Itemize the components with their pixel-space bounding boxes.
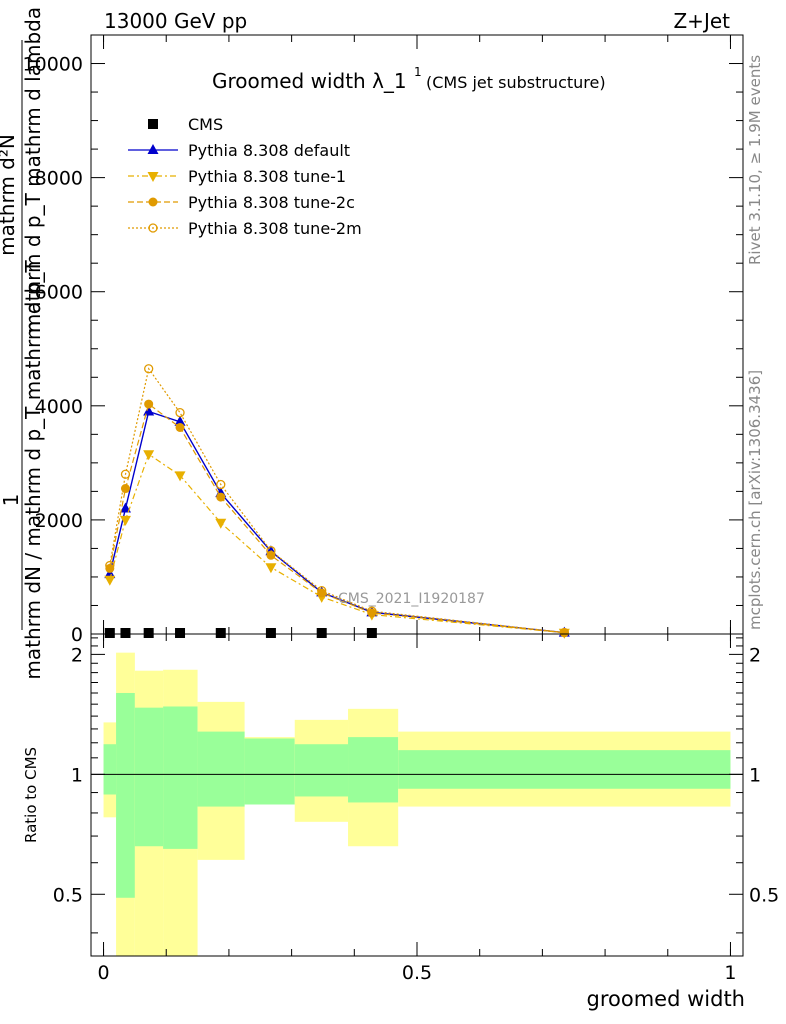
- marker-triangle-up: [174, 415, 186, 426]
- series-2: [104, 450, 570, 639]
- marker-triangle-up: [143, 405, 155, 416]
- marker-circle: [559, 628, 569, 638]
- marker-circle: [175, 422, 185, 432]
- ratio-inner-band: [294, 744, 349, 797]
- marker-square: [120, 628, 131, 638]
- marker-circle-open: [148, 223, 158, 233]
- y-tick-label: 8000: [35, 168, 83, 190]
- marker-triangle-down: [147, 172, 159, 182]
- legend-entry: CMS: [148, 115, 223, 134]
- ratio-y-label: Ratio to CMS: [22, 747, 40, 843]
- marker-circle-open: [175, 408, 185, 418]
- marker-square: [316, 628, 327, 638]
- analysis-label: CMS_2021_I1920187: [338, 591, 485, 607]
- series-line: [109, 367, 565, 634]
- series-4: [105, 364, 569, 638]
- marker-triangle-up: [104, 568, 116, 579]
- marker-circle-open: [144, 364, 154, 374]
- legend-label: Pythia 8.308 default: [188, 141, 350, 160]
- legend-label: CMS: [188, 115, 223, 134]
- plot-title-superscript: 1: [414, 65, 422, 79]
- marker-square: [148, 119, 158, 129]
- main-y-label: 1 mathrm dN / mathrm d p_T mathrm d p_T …: [0, 7, 45, 680]
- marker-circle-open: [266, 546, 276, 556]
- plot-title: Groomed width λ_1: [212, 69, 407, 93]
- ratio-inner-band: [398, 750, 731, 789]
- series-line: [109, 453, 565, 634]
- marker-square: [143, 628, 154, 638]
- marker-square: [215, 628, 226, 638]
- header-right: Z+Jet: [673, 9, 730, 33]
- marker-triangle-down: [215, 518, 227, 529]
- ratio-bands: [91, 652, 743, 956]
- legend-entry: Pythia 8.308 tune-2m: [128, 219, 362, 238]
- marker-circle-open: [105, 560, 115, 571]
- ratio-inner-band: [348, 737, 399, 803]
- marker-square: [175, 628, 186, 638]
- ratio-inner-band: [116, 692, 135, 898]
- rivet-label: Rivet 3.1.10, ≥ 1.9M events: [746, 55, 764, 265]
- marker-triangle-down: [265, 563, 277, 574]
- marker-square: [366, 628, 377, 638]
- y-tick-label: 2000: [35, 510, 83, 532]
- y-tick-label: 6000: [35, 282, 83, 304]
- marker-triangle-down: [104, 575, 116, 586]
- marker-circle-open: [216, 479, 226, 490]
- ratio-y-tick-label: 0.5: [53, 884, 83, 906]
- marker-triangle-up: [147, 144, 159, 154]
- x-tick-label: 1: [724, 962, 736, 984]
- y-tick-label: 0: [71, 624, 83, 646]
- legend: CMS Pythia 8.308 default Pythia 8.308 tune…: [128, 115, 362, 238]
- legend-entry: Pythia 8.308 default: [128, 141, 350, 160]
- ylabel-denominator: mathrm dN / mathrm d p_T mathrm d p_T: [21, 260, 45, 680]
- marker-triangle-down: [143, 450, 155, 461]
- ratio-y-tick-label-right: 2: [749, 644, 761, 666]
- legend-entry: Pythia 8.308 tune-1: [128, 167, 346, 186]
- marker-circle: [317, 588, 327, 598]
- ylabel-numerator-denominator: mathrm d p_T mathrm d lambda: [21, 7, 45, 333]
- marker-square: [265, 628, 276, 638]
- marker-circle-open: [120, 469, 131, 479]
- ratio-inner-band: [134, 707, 164, 847]
- ratio-axes: 0.5 0.5 1 1 2 2 0 0.5 1: [53, 634, 779, 984]
- y-tick-label: 10000: [23, 54, 83, 76]
- ylabel-one: 1: [0, 494, 23, 507]
- ratio-inner-band: [103, 744, 117, 795]
- series-3: [105, 399, 569, 638]
- marker-triangle-down: [174, 471, 186, 482]
- y-tick-label: 4000: [35, 396, 83, 418]
- header-left: 13000 GeV pp: [104, 9, 247, 33]
- ratio-y-tick-label: 1: [71, 764, 83, 786]
- marker-circle: [120, 484, 130, 494]
- mcplots-label: mcplots.cern.ch [arXiv:1306.3436]: [746, 370, 764, 630]
- ratio-y-tick-label-right: 0.5: [749, 884, 779, 906]
- ratio-inner-band: [197, 731, 245, 807]
- marker-triangle-up: [119, 502, 131, 513]
- marker-circle-open: [317, 585, 327, 596]
- marker-square: [104, 628, 115, 638]
- main-y-axis: 0 2000 4000 6000 8000 10000: [23, 34, 743, 646]
- marker-circle: [148, 197, 158, 207]
- marker-triangle-down: [119, 515, 131, 526]
- legend-label: Pythia 8.308 tune-2m: [188, 219, 362, 238]
- marker-circle: [216, 492, 226, 502]
- x-tick-label: 0.5: [402, 962, 432, 984]
- marker-circle-open: [367, 606, 377, 616]
- ratio-y-tick-label: 2: [71, 644, 83, 666]
- legend-entry: Pythia 8.308 tune-2c: [128, 193, 355, 212]
- ratio-y-tick-label-right: 1: [749, 764, 761, 786]
- ratio-inner-band: [163, 706, 198, 849]
- legend-label: Pythia 8.308 tune-1: [188, 167, 346, 186]
- x-axis-label: groomed width: [587, 987, 745, 1011]
- marker-circle: [144, 399, 154, 409]
- x-tick-label: 0: [97, 962, 109, 984]
- marker-circle: [105, 563, 115, 573]
- legend-label: Pythia 8.308 tune-2c: [188, 193, 355, 212]
- marker-circle-open: [559, 627, 569, 638]
- ylabel-numerator: mathrm d²N: [0, 134, 19, 256]
- ratio-inner-band: [244, 738, 295, 805]
- series-0: [104, 628, 377, 638]
- plot-subtitle: (CMS jet substructure): [426, 73, 606, 92]
